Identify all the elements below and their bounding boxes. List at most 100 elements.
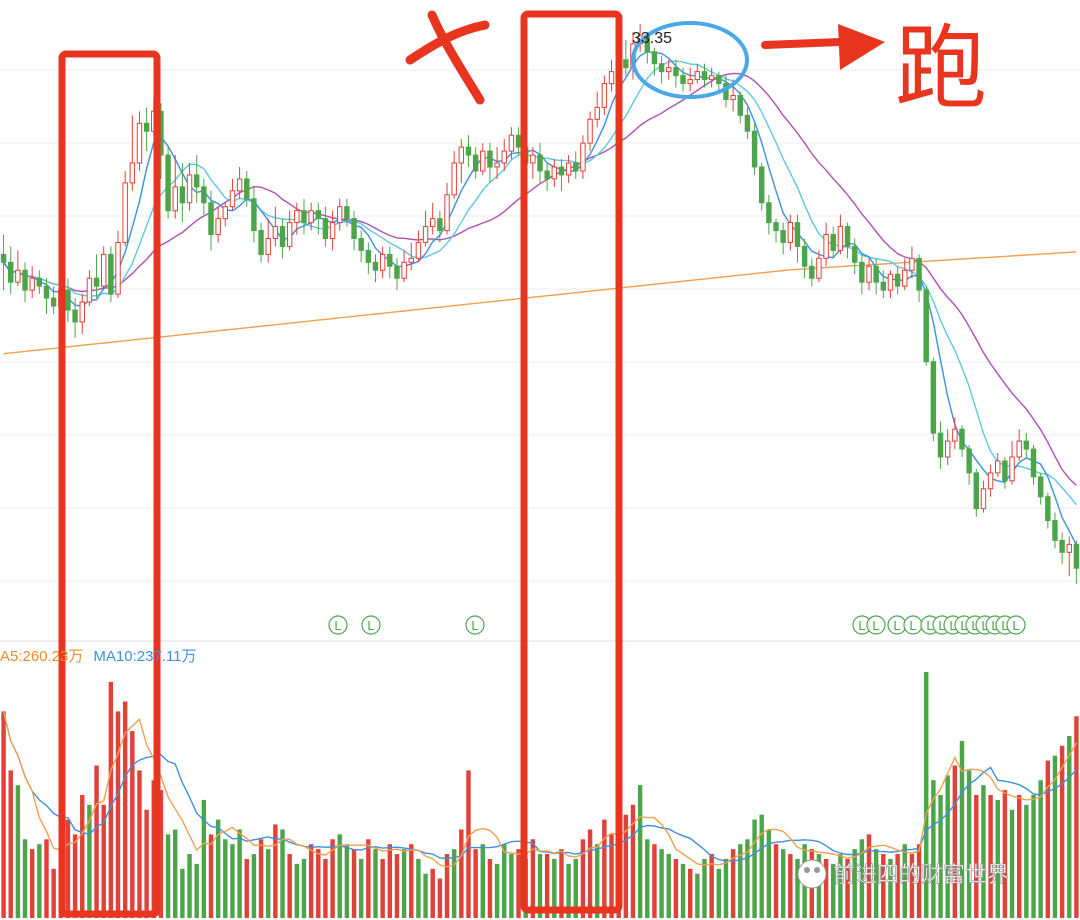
candle-body [494,162,500,168]
candle-body [329,222,336,239]
volume-bar [487,858,493,918]
candle-body [687,79,693,85]
candle-body [651,51,658,65]
limit-marker-circle [1006,615,1026,635]
volume-bar [1067,735,1072,918]
candle-body [716,75,722,85]
volume-bar [1009,809,1015,918]
volume-bar [87,804,92,918]
candle-body [429,218,436,228]
limit-marker-label: L [971,618,978,633]
volume-bar [1038,780,1043,918]
candle-body [873,265,879,283]
volume-bar [115,711,121,918]
candle-body [437,218,443,232]
candle-body [780,230,786,243]
volume-legend: A5:260.23万 MA10:237.11万 [0,645,197,669]
candle-body [387,253,393,267]
volume-bar [473,849,478,918]
volume-bar [22,839,28,918]
volume-bar [709,854,714,918]
volume-bar [65,819,71,918]
candle-body [50,297,57,307]
candle-body [952,428,958,442]
candle-body [215,218,221,236]
volume-bar [916,844,922,918]
volume-bar [394,854,400,918]
limit-marker-label: L [960,618,967,633]
candle-body [587,118,593,144]
candle-body [379,253,386,271]
candle-body [816,257,822,279]
candle-body [1052,520,1058,541]
candle-body [444,194,450,232]
volume-bar [659,849,664,918]
candle-body [580,142,586,172]
limit-marker-circle [866,615,886,635]
candle-body [422,226,429,243]
limit-marker-label: L [367,618,374,633]
volume-bar [716,868,722,918]
candle-body [358,237,364,251]
arrow-head [838,24,885,70]
volume-bar [623,814,629,918]
volume-bar [1002,790,1008,918]
volume-bar [931,780,936,918]
candle-body [844,226,851,247]
volume-bar [559,849,564,918]
top-area-circle [631,21,749,99]
volume-bar [323,858,328,918]
volume-bar [573,858,578,918]
volume-bar [316,849,321,918]
volume-bar [373,849,378,918]
candle-body [987,472,994,490]
candle-body [902,269,908,287]
volume-bar [723,858,729,918]
volume-bar [988,795,993,918]
candle-body [608,71,615,85]
candle-body [973,472,980,510]
volume-bar [909,854,915,918]
candle-body [15,269,21,283]
candle-body [408,257,414,263]
run-annotation-label: 跑 [895,15,987,122]
candle-body [1016,440,1022,458]
candle-body [694,71,701,81]
candle-body [759,166,765,204]
volume-bar [738,844,743,918]
candle-body [794,222,801,247]
volume-bar [509,854,514,918]
volume-bar [122,701,128,918]
volume-bar [666,854,671,918]
volume-bar [430,868,435,918]
candle-body [859,261,865,283]
candle-body [487,150,493,168]
candle-body [787,222,794,243]
candle-body [322,218,329,239]
volume-bar [194,863,199,918]
candle-body [658,63,665,73]
candle-body [737,94,743,116]
candle-body [744,114,751,132]
candle-body [136,122,143,164]
candle-body [179,186,186,204]
volume-bar [609,834,614,918]
volume-bar [80,795,85,918]
candle-body [594,106,600,120]
candle-body [937,432,944,458]
volume-bar [537,854,543,918]
volume-bar [702,858,707,918]
candle-body [79,301,85,323]
volume-bar [959,740,965,918]
candle-body [193,174,200,188]
candle-body [601,83,608,108]
volume-bar [566,863,571,918]
candle-body [680,75,686,85]
candle-body [773,222,779,232]
candle-body [823,234,829,259]
volume-bar [201,799,207,918]
volume-bar [881,854,886,918]
limit-marker-label: L [1001,618,1008,633]
candle-body [208,202,214,236]
